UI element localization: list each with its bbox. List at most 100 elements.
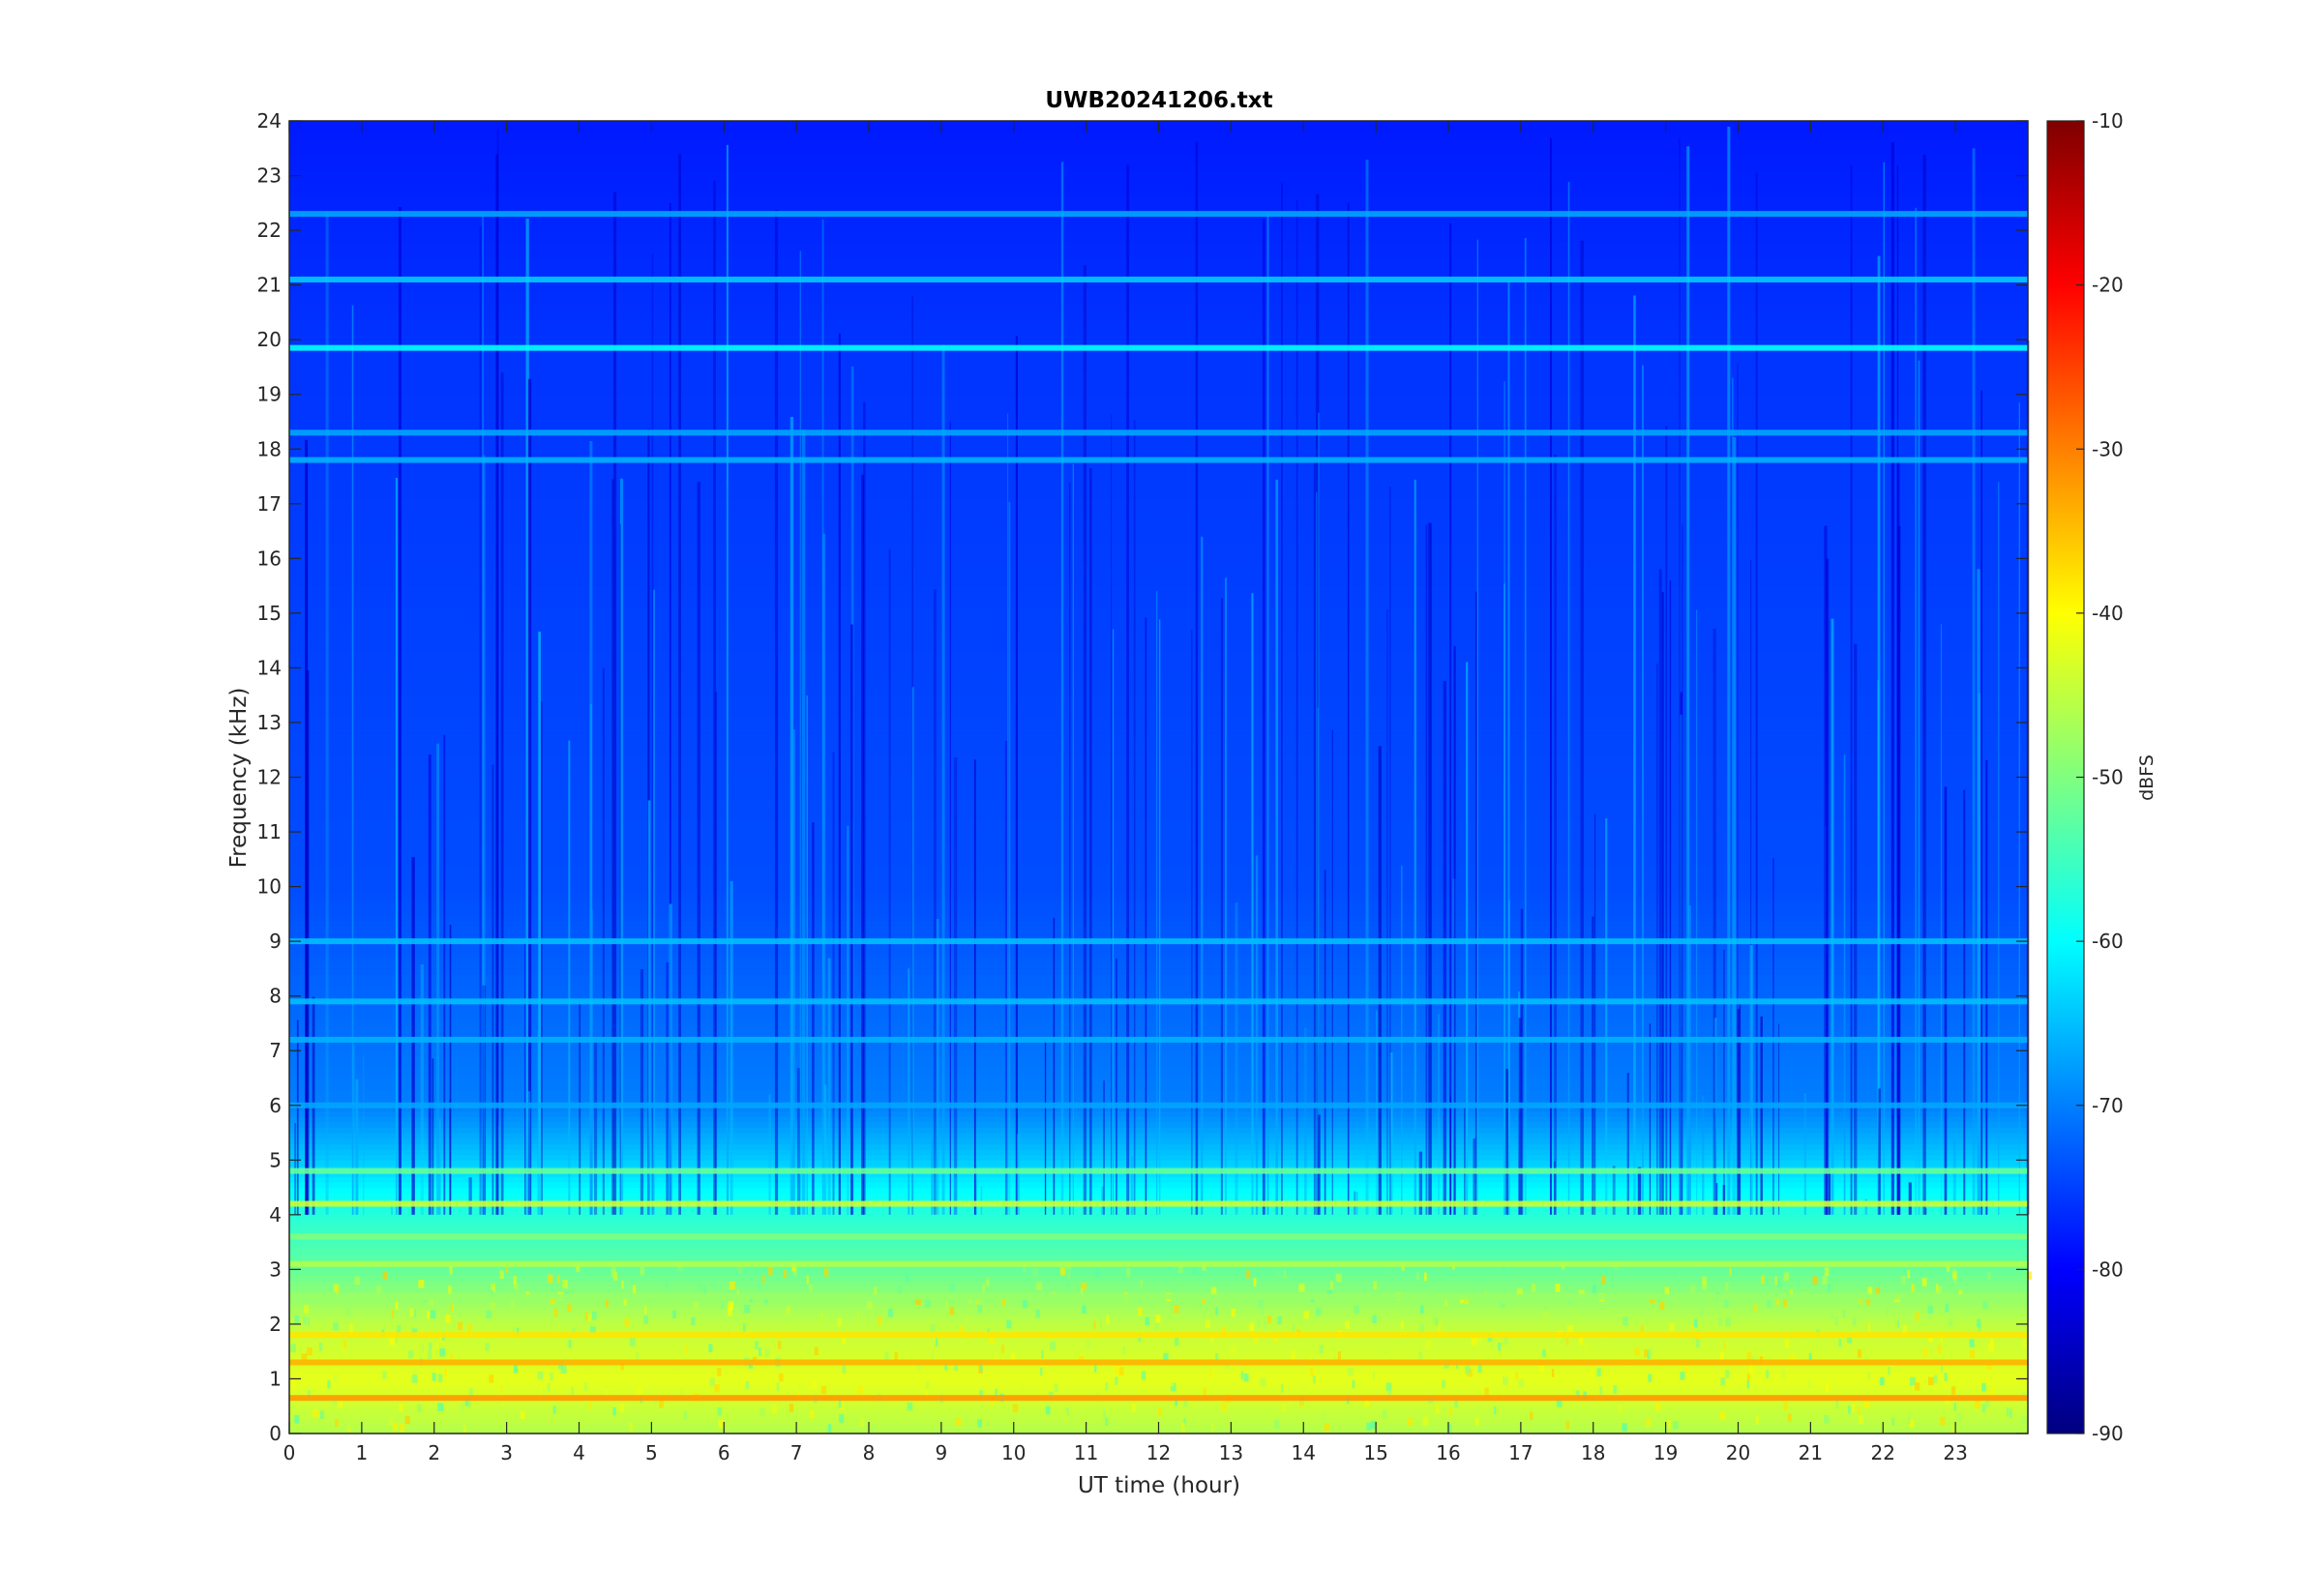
heatmap-streak xyxy=(1864,1198,1868,1215)
heatmap-streak xyxy=(1191,630,1193,1215)
heatmap-speckle xyxy=(708,1344,713,1352)
heatmap-band xyxy=(289,1138,2028,1144)
heatmap-speckle xyxy=(486,1310,491,1318)
heatmap-streak xyxy=(483,455,486,1215)
heatmap-band xyxy=(289,766,2028,773)
heatmap-streak xyxy=(1658,569,1662,1215)
heatmap-band xyxy=(289,169,2028,177)
heatmap-streak xyxy=(1466,662,1469,1215)
heatmap-speckle xyxy=(490,1302,495,1311)
heatmap-streak xyxy=(1116,958,1117,1215)
heatmap-band xyxy=(289,1133,2028,1139)
heatmap-speckle xyxy=(567,1303,572,1313)
heatmap-speckle xyxy=(986,1278,990,1286)
heatmap-speckle xyxy=(542,1388,546,1398)
heatmap-band xyxy=(289,416,2028,423)
heatmap-speckle xyxy=(887,1309,893,1317)
heatmap-band xyxy=(289,1389,2028,1397)
heatmap-speckle xyxy=(1036,1282,1042,1290)
heatmap-band xyxy=(289,657,2028,664)
heatmap-speckle xyxy=(1292,1323,1295,1332)
heatmap-streak xyxy=(1778,1023,1780,1215)
heatmap-speckle xyxy=(898,1286,903,1294)
heatmap-speckle xyxy=(1303,1310,1310,1319)
heatmap-speckle xyxy=(1599,1386,1603,1395)
heatmap-speckle xyxy=(354,1276,360,1286)
heatmap-speckle xyxy=(313,1408,319,1418)
heatmap-speckle xyxy=(624,1318,630,1327)
heatmap-streak xyxy=(1972,148,1976,1215)
heatmap-streak xyxy=(768,1094,771,1215)
heatmap-speckle xyxy=(1221,1326,1226,1336)
heatmap-band xyxy=(289,328,2028,336)
colorbar-tick-label: -80 xyxy=(2092,1257,2124,1281)
heatmap-speckle xyxy=(1746,1351,1752,1361)
heatmap-streak xyxy=(1722,1185,1726,1215)
heatmap-speckle xyxy=(1365,1397,1370,1405)
heatmap-speckle xyxy=(571,1346,577,1355)
heatmap-speckle xyxy=(823,1268,829,1277)
heatmap-streak xyxy=(1016,1134,1020,1215)
heatmap-speckle xyxy=(907,1402,913,1411)
heatmap-speckle xyxy=(1254,1335,1258,1344)
heatmap-speckle xyxy=(1654,1403,1661,1411)
heatmap-speckle xyxy=(1503,1376,1508,1385)
y-tick-label: 1 xyxy=(269,1367,282,1390)
heatmap-speckle xyxy=(408,1349,414,1359)
heatmap-band xyxy=(289,1220,2028,1227)
heatmap-speckle xyxy=(1781,1370,1786,1378)
heatmap-band xyxy=(289,405,2028,412)
heatmap-band xyxy=(289,810,2028,816)
y-axis-label: Frequency (kHz) xyxy=(226,688,252,869)
heatmap-speckle xyxy=(1474,1417,1479,1426)
heatmap-speckle xyxy=(1335,1273,1342,1283)
heatmap-band xyxy=(289,1148,2028,1156)
heatmap-band xyxy=(289,317,2028,324)
heatmap-speckle xyxy=(1298,1284,1305,1292)
heatmap-streak xyxy=(1733,437,1737,1215)
heatmap-speckle xyxy=(1093,1320,1096,1329)
x-tick-label: 3 xyxy=(500,1441,513,1464)
heatmap-band xyxy=(289,361,2028,369)
heatmap-speckle xyxy=(307,1389,311,1399)
heatmap-streak xyxy=(482,215,484,1215)
heatmap-speckle xyxy=(1911,1284,1915,1292)
heatmap-band xyxy=(289,837,2028,843)
heatmap-streak xyxy=(1449,222,1452,1215)
heatmap-speckle xyxy=(1921,1278,1927,1286)
heatmap-speckle xyxy=(842,1365,847,1374)
heatmap-streak xyxy=(1669,580,1672,1215)
heatmap-speckle xyxy=(1503,1336,1508,1345)
heatmap-streak xyxy=(1890,142,1894,1215)
heatmap-speckle xyxy=(1852,1317,1857,1326)
heatmap-speckle xyxy=(1021,1381,1025,1391)
heatmap-band xyxy=(289,311,2028,319)
heatmap-speckle xyxy=(491,1284,495,1292)
heatmap-speckle xyxy=(1491,1338,1495,1347)
heatmap-band xyxy=(289,372,2028,379)
heatmap-band xyxy=(289,563,2028,571)
heatmap-streak xyxy=(1702,1095,1705,1215)
heatmap-streak xyxy=(1772,858,1774,1215)
heatmap-speckle xyxy=(1766,1300,1771,1309)
heatmap-speckle xyxy=(1145,1316,1149,1326)
heatmap-speckle xyxy=(1618,1286,1621,1296)
y-tick-label: 8 xyxy=(269,985,282,1008)
heatmap-streak xyxy=(1347,202,1350,1215)
heatmap-streak xyxy=(714,692,718,1215)
heatmap-band xyxy=(289,941,2028,948)
heatmap-band xyxy=(289,875,2028,882)
heatmap-band xyxy=(289,667,2028,674)
heatmap-band xyxy=(289,880,2028,888)
heatmap-speckle xyxy=(1234,1419,1237,1429)
heatmap-band xyxy=(289,651,2028,658)
heatmap-streak xyxy=(838,333,841,1215)
heatmap-speckle xyxy=(716,1368,722,1376)
heatmap-speckle xyxy=(977,1304,982,1314)
heatmap-speckle xyxy=(1723,1341,1726,1350)
heatmap-speckle xyxy=(632,1285,637,1294)
heatmap-streak xyxy=(1580,240,1584,1215)
heatmap-speckle xyxy=(1423,1272,1427,1282)
heatmap-speckle xyxy=(1933,1374,1938,1383)
heatmap-band xyxy=(289,1072,2028,1079)
